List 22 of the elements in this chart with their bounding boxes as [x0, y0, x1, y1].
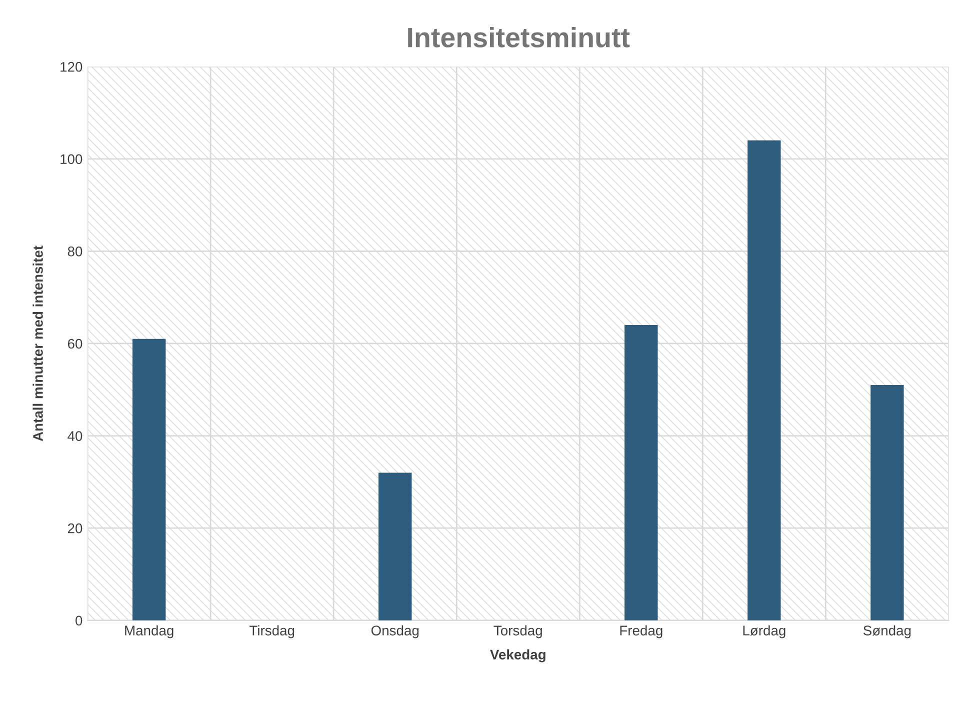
x-axis-title: Vekedag [490, 649, 546, 662]
y-tick-label: 0 [76, 616, 82, 626]
x-tick-label: Onsdag [371, 625, 419, 638]
x-tick-label: Fredag [620, 625, 662, 638]
x-tick-label: Mandag [125, 625, 174, 638]
bar [870, 385, 904, 620]
x-tick-label: Lørdag [743, 625, 786, 638]
bar [748, 140, 781, 620]
bar [132, 338, 166, 620]
y-tick-label: 20 [68, 523, 82, 534]
y-tick-label: 40 [68, 431, 82, 441]
x-tick-label: Søndag [863, 625, 911, 638]
y-tick-label: 100 [60, 154, 82, 164]
y-tick-label: 120 [60, 62, 82, 72]
bar [378, 472, 412, 620]
chart-title: Intensitetsminutt [408, 27, 630, 48]
x-tick-label: Tirsdag [250, 625, 294, 638]
x-tick-label: Torsdag [494, 625, 542, 638]
bar [624, 325, 658, 620]
y-axis-title: Antall minutter med intensitet [32, 246, 43, 442]
y-tick-label: 80 [68, 246, 82, 256]
y-tick-label: 60 [68, 338, 82, 349]
